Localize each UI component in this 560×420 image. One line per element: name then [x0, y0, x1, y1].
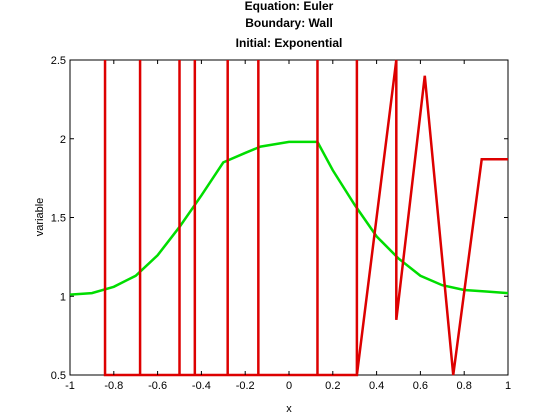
y-tick-label: 2 [60, 134, 66, 146]
y-tick-label: 1.5 [51, 213, 66, 225]
x-tick-label: -0.4 [192, 380, 211, 392]
x-tick-label: -1 [65, 380, 75, 392]
chart-title-line-1: Equation: Euler [245, 0, 334, 13]
y-tick-label: 1 [60, 291, 66, 303]
chart-title-line-2: Boundary: Wall [245, 16, 333, 30]
red-series-line [103, 59, 508, 377]
chart-title-line-3: Initial: Exponential [236, 36, 343, 50]
y-tick-label: 0.5 [51, 370, 66, 382]
x-tick-label: 0.8 [457, 380, 472, 392]
plot-area [69, 59, 509, 376]
x-tick-label: 1 [505, 380, 511, 392]
x-tick-label: 0.4 [369, 380, 384, 392]
x-tick-label: 0.6 [413, 380, 428, 392]
y-axis-label: variable [34, 198, 46, 237]
x-tick-label: 0.2 [325, 380, 340, 392]
y-tick-label: 2.5 [51, 55, 66, 67]
x-tick-label: -0.2 [236, 380, 255, 392]
x-axis-label: x [286, 403, 292, 415]
x-tick-label: -0.8 [104, 380, 123, 392]
series-layer [69, 59, 509, 377]
green-series-line [69, 140, 509, 296]
x-tick-label: -0.6 [148, 380, 167, 392]
x-tick-label: 0 [286, 380, 292, 392]
ticks-layer: -1 -0.8 -0.6 -0.4 -0.2 0 0.2 0.4 0.6 0.8 1 0.5 1 1.5 2… [51, 55, 511, 392]
